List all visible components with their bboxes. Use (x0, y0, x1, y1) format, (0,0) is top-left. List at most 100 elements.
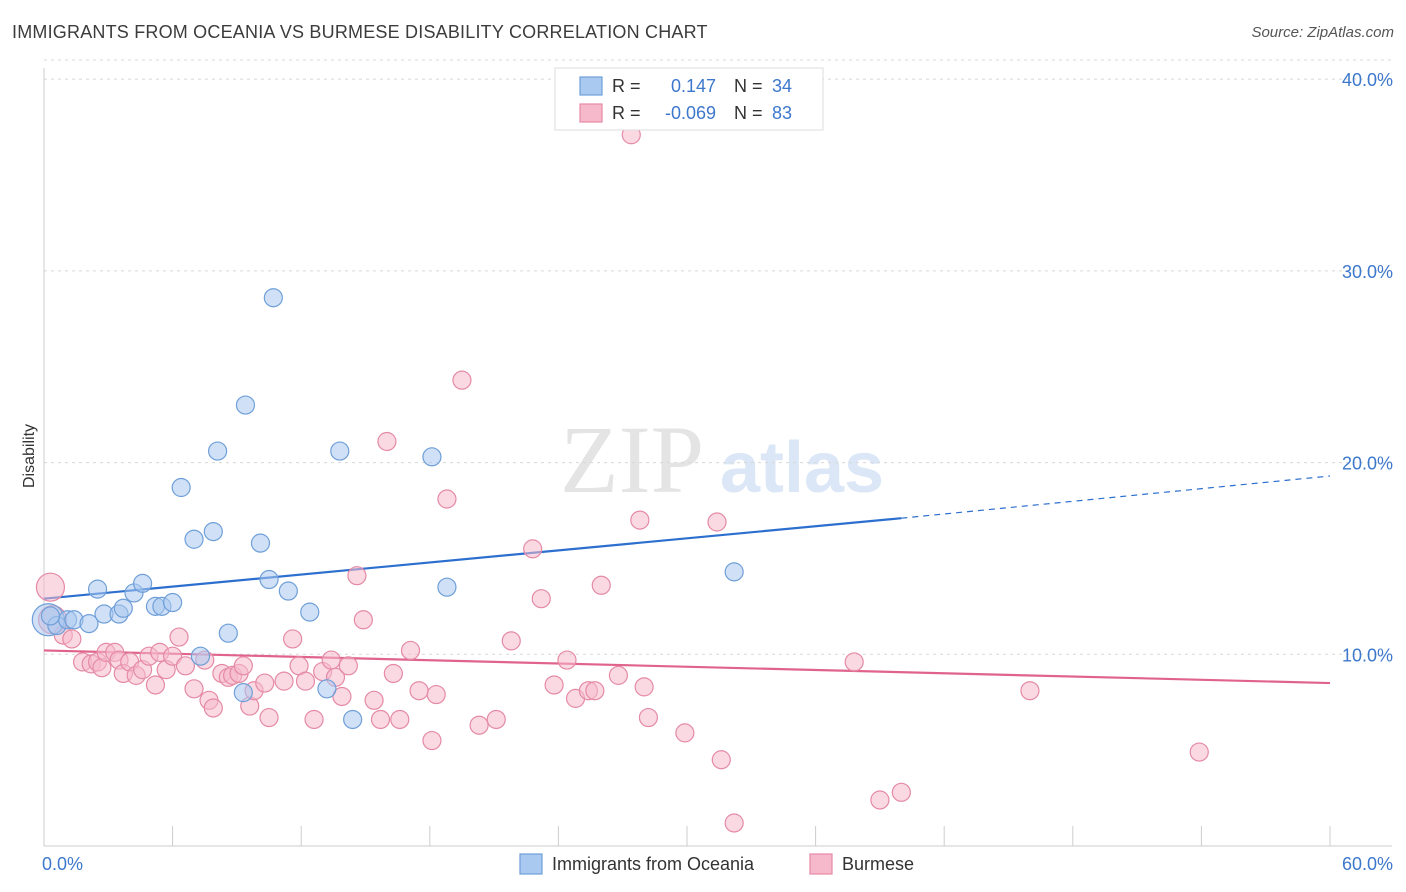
trend-lines (43, 475, 1331, 685)
oceania-points (31, 288, 744, 730)
oceania-point (250, 533, 271, 553)
series-legend: Immigrants from Oceania Burmese (519, 853, 914, 875)
oceania-point (724, 562, 744, 582)
tick-labels: 10.0% 20.0% 30.0% 40.0% 0.0% 60.0% (42, 70, 1393, 874)
burmese-point (321, 650, 341, 670)
oceania-point (132, 573, 153, 593)
y-tick-label: 40.0% (1342, 70, 1393, 90)
burmese-point (707, 512, 727, 532)
oceania-point (233, 683, 253, 703)
burmese-point (338, 656, 358, 676)
oceania-point (300, 602, 320, 622)
burmese-point (486, 709, 506, 730)
burmese-point (409, 681, 429, 701)
burmese-point (585, 681, 605, 701)
burmese-point (608, 665, 629, 685)
burmese-point (347, 566, 367, 586)
burmese-point (557, 650, 577, 670)
burmese-point (364, 690, 384, 710)
x-tick-label: 60.0% (1342, 854, 1393, 874)
burmese-point (377, 431, 397, 452)
blue-trend-extension (901, 475, 1331, 519)
legend-n-label: N = (734, 103, 763, 123)
burmese-point (400, 640, 421, 661)
oceania-point (317, 679, 337, 699)
burmese-point (62, 629, 82, 649)
burmese-point (711, 750, 731, 770)
oceania-point (259, 569, 279, 590)
x-tick-label: 0.0% (42, 854, 83, 874)
burmese-point (591, 575, 611, 595)
series-legend-label: Burmese (842, 854, 914, 874)
oceania-point (218, 623, 238, 643)
burmese-point (426, 684, 446, 705)
burmese-point (370, 709, 391, 730)
burmese-point (634, 677, 654, 697)
burmese-point (353, 610, 373, 630)
y-axis-label: Disability (21, 424, 38, 488)
legend-n-value: 83 (772, 103, 792, 123)
burmese-point (437, 489, 457, 509)
legend-swatch-pink (579, 103, 603, 123)
watermark: ZIP atlas (560, 406, 884, 513)
legend-r-value: 0.147 (671, 76, 716, 96)
burmese-point (383, 663, 403, 684)
burmese-point (259, 707, 279, 728)
axes (43, 68, 1392, 847)
burmese-point (422, 730, 442, 751)
burmese-point (531, 589, 551, 609)
legend-r-value: -0.069 (665, 103, 716, 123)
burmese-point (1189, 742, 1209, 762)
legend-r-label: R = (612, 76, 641, 96)
oceania-point (203, 521, 223, 542)
burmese-point (891, 782, 911, 802)
oceania-point (235, 395, 256, 415)
burmese-point (630, 510, 650, 530)
chart-title: IMMIGRANTS FROM OCEANIA VS BURMESE DISAB… (12, 22, 708, 42)
watermark-atlas: atlas (720, 428, 884, 508)
burmese-point (35, 572, 66, 602)
burmese-point (1020, 681, 1040, 701)
legend-n-label: N = (734, 76, 763, 96)
burmese-point (163, 646, 183, 666)
legend-swatch-blue (579, 76, 603, 96)
burmese-point (501, 631, 521, 651)
oceania-point (278, 581, 298, 601)
burmese-point (169, 627, 189, 647)
oceania-point (40, 606, 61, 626)
oceania-point (190, 646, 211, 666)
burmese-point (844, 652, 864, 672)
burmese-point (283, 629, 303, 649)
burmese-point (304, 709, 324, 730)
y-tick-label: 10.0% (1342, 645, 1393, 665)
burmese-point (184, 679, 204, 699)
oceania-point (79, 614, 99, 634)
burmese-point (675, 723, 695, 743)
burmese-point (255, 673, 275, 693)
oceania-point (422, 447, 442, 467)
burmese-point (469, 715, 489, 735)
y-tick-label: 20.0% (1342, 454, 1393, 474)
oceania-point (208, 441, 228, 461)
burmese-point (724, 813, 744, 833)
oceania-point (263, 288, 283, 308)
watermark-zip: ZIP (560, 406, 704, 513)
pink-trend-line (43, 649, 1331, 685)
series-legend-swatch-pink (809, 853, 833, 875)
burmese-point (274, 671, 294, 691)
burmese-point (870, 790, 890, 810)
burmese-point (452, 370, 472, 390)
grid (44, 59, 1392, 655)
oceania-point (184, 529, 204, 549)
source-label: Source: ZipAtlas.com (1251, 24, 1394, 41)
burmese-point (175, 656, 196, 676)
blue-trend-line (43, 517, 902, 600)
oceania-point (163, 592, 183, 613)
series-legend-swatch-blue (519, 853, 543, 875)
burmese-point (390, 709, 410, 730)
legend-n-value: 34 (772, 76, 792, 96)
series-legend-label: Immigrants from Oceania (552, 854, 755, 874)
burmese-point (295, 671, 316, 691)
legend-r-label: R = (612, 103, 641, 123)
